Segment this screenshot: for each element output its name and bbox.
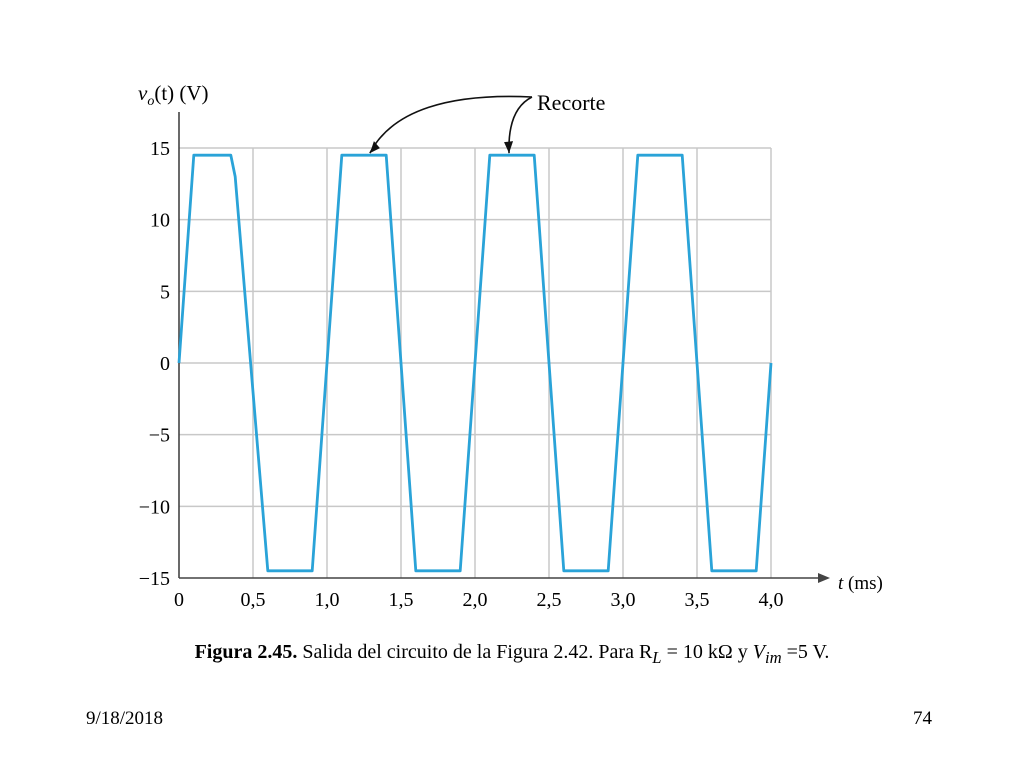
annotation-arrowhead [369,141,380,154]
x-axis-label: t (ms) [838,573,883,594]
x-axis-arrowhead [818,573,830,583]
y-tick-label: 15 [150,138,170,160]
annotation-label: Recorte [537,90,605,115]
x-tick-label: 3,0 [611,589,636,611]
axes [178,112,830,583]
caption-v-subscript: im [764,648,782,667]
caption-text: Salida del circuito de la Figura 2.42. P… [297,641,653,663]
y-tick-label: −5 [149,425,170,447]
annotation-arrowhead [504,141,514,154]
caption-v: V [752,641,765,663]
figure-caption: Figura 2.45. Salida del circuito de la F… [0,641,1024,668]
series-line [177,153,773,573]
x-tick-label: 0,5 [241,589,266,611]
x-tick-label: 2,5 [537,589,562,611]
x-tick-label: 1,5 [389,589,414,611]
caption-end: =5 V. [781,641,830,663]
y-axis-label: vo(t) (V) [138,81,209,109]
y-tick-label: 0 [160,353,170,375]
x-tick-label: 2,0 [463,589,488,611]
y-tick-label: −10 [139,496,170,518]
annotation-arrow [369,95,533,154]
y-tick-label: 5 [160,281,170,303]
x-tick-label: 0 [174,589,184,611]
caption-label: Figura 2.45. [194,641,298,663]
y-tick-label: −15 [139,568,170,590]
annotation-arrow [508,96,533,154]
x-tick-label: 4,0 [759,589,784,611]
footer-date: 9/18/2018 [86,708,164,729]
y-tick-label: 10 [150,210,170,232]
x-tick-label: 3,5 [685,589,710,611]
annotation: Recorte [369,90,605,154]
caption-mid: = 10 kΩ y [661,641,753,663]
series [177,153,773,573]
caption-rl-subscript: L [652,648,662,667]
page-number: 74 [913,708,932,729]
x-tick-label: 1,0 [315,589,340,611]
